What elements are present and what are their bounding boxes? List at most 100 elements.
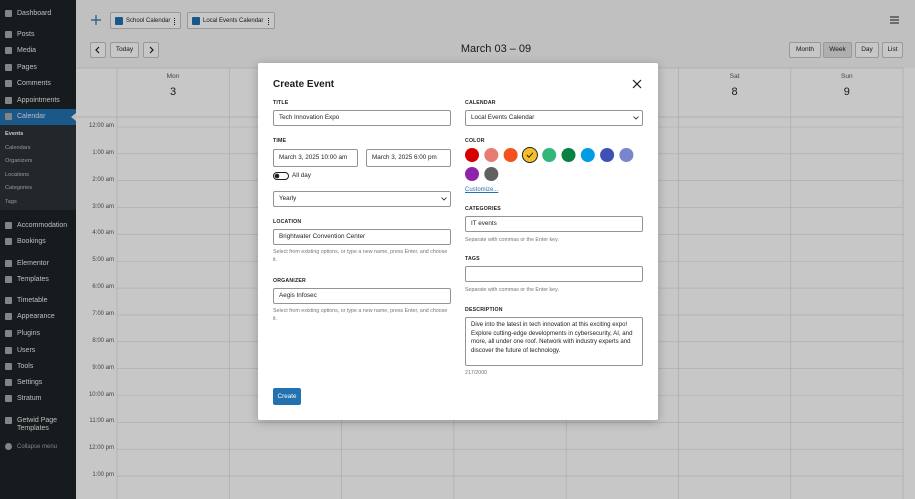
customize-link[interactable]: Customize... — [465, 187, 499, 193]
color-swatch[interactable] — [484, 148, 499, 162]
day-name: Sat — [729, 73, 740, 80]
color-swatch[interactable] — [465, 167, 479, 181]
menu-item[interactable]: Elementor — [17, 260, 49, 267]
menu-icon — [5, 80, 12, 87]
today-button[interactable]: Today — [110, 42, 139, 58]
char-count: 217/2000 — [465, 370, 488, 376]
menu-icon — [5, 395, 12, 402]
menu-icon — [5, 97, 12, 104]
menu-item[interactable]: Stratum — [17, 395, 42, 402]
submenu-item[interactable]: Categories — [5, 185, 33, 191]
submenu-item[interactable]: Events — [5, 131, 24, 137]
help-text: Select from existing options, or type a … — [273, 249, 448, 263]
field-label: DESCRIPTION — [465, 307, 503, 313]
submenu-item[interactable]: Organizers — [5, 158, 33, 164]
menu-item[interactable]: Dashboard — [17, 10, 52, 17]
active-menu-bg — [0, 109, 76, 125]
tags-input[interactable] — [465, 266, 643, 282]
start-input[interactable]: March 3, 2025 10:00 am — [273, 149, 358, 167]
chip-label: School Calendar — [126, 18, 171, 24]
field-label: ORGANIZER — [273, 278, 306, 284]
color-swatch[interactable] — [465, 148, 479, 162]
menu-icon — [5, 313, 12, 320]
time-label: 11:00 am — [89, 418, 114, 425]
view-button[interactable]: Week — [823, 42, 852, 58]
view-button[interactable]: Month — [789, 42, 821, 58]
color-swatches — [465, 147, 634, 181]
color-swatch[interactable] — [484, 167, 499, 181]
all-day-toggle[interactable] — [273, 172, 289, 180]
select-arrow — [441, 197, 447, 201]
submenu-item[interactable]: Tags — [5, 199, 17, 205]
menu-item[interactable]: Timetable — [17, 297, 48, 304]
menu-item[interactable]: Accommodation — [17, 222, 68, 229]
color-swatch[interactable] — [542, 148, 557, 162]
menu-item[interactable]: Appearance — [17, 313, 55, 320]
menu-icon — [5, 379, 12, 386]
help-text: Separate with commas or the Enter key. — [465, 237, 559, 243]
description-textarea[interactable]: Dive into the latest in tech innovation … — [465, 317, 643, 366]
chip-checkbox — [115, 17, 123, 25]
day-date: 8 — [731, 86, 738, 98]
menu-item[interactable]: Pages — [17, 64, 37, 71]
day-date: 3 — [169, 86, 177, 98]
menu-icon — [5, 47, 12, 54]
menu-item[interactable]: Tools — [17, 363, 34, 370]
submenu-item[interactable]: Locations — [5, 172, 29, 178]
menu-item[interactable]: Calendar — [17, 113, 46, 120]
organizer-input[interactable]: Aegis Infosec — [273, 288, 451, 304]
time-label: 6:00 am — [92, 284, 114, 291]
color-swatch[interactable] — [600, 148, 615, 162]
menu-item[interactable]: Media — [17, 47, 37, 54]
menu-item[interactable]: Appointments — [17, 97, 60, 104]
view-button[interactable]: Day — [855, 42, 879, 58]
time-label: 1:00 am — [92, 149, 114, 156]
field-label: CALENDAR — [465, 100, 496, 106]
prev-button[interactable] — [90, 42, 106, 58]
menu-item[interactable]: Plugins — [17, 330, 40, 337]
menu-item[interactable]: Templates — [17, 276, 49, 283]
color-swatch[interactable] — [619, 148, 634, 162]
color-swatch[interactable] — [522, 148, 537, 162]
collapse-icon — [5, 443, 12, 450]
all-day-label: All day — [292, 172, 311, 179]
field-label: TITLE — [273, 100, 289, 106]
chip-checkbox — [192, 17, 200, 25]
color-swatch[interactable] — [561, 148, 576, 162]
next-button[interactable] — [143, 42, 159, 58]
create-button[interactable]: Create — [273, 388, 301, 405]
date-range: March 03 – 09 — [460, 43, 532, 55]
menu-item[interactable]: Comments — [17, 80, 51, 87]
field-label: COLOR — [465, 138, 485, 144]
calendar-chip[interactable]: Local Events Calendar — [187, 12, 275, 29]
submenu-bg — [0, 125, 76, 210]
day-date: 9 — [843, 86, 850, 98]
menu-item[interactable]: Posts — [17, 31, 35, 38]
menu-item[interactable]: Users — [17, 347, 36, 354]
end-input[interactable]: March 3, 2025 6:00 pm — [366, 149, 451, 167]
time-label: 1:00 pm — [92, 472, 114, 479]
calendar-chip[interactable]: School Calendar — [110, 12, 181, 29]
menu-item[interactable]: Getwid Page Templates — [17, 417, 58, 432]
title-input[interactable]: Tech Innovation Expo — [273, 110, 451, 126]
menu-item[interactable]: Bookings — [17, 238, 46, 245]
modal-title: Create Event — [273, 79, 335, 90]
close-icon[interactable] — [632, 79, 642, 89]
color-swatch[interactable] — [503, 148, 518, 162]
categories-input[interactable]: IT events — [465, 216, 643, 232]
location-input[interactable]: Brightwater Convention Center — [273, 229, 451, 245]
time-label: 12:00 pm — [88, 445, 114, 452]
menu-icon — [5, 363, 12, 370]
menu-icon[interactable] — [889, 15, 900, 25]
time-label: 10:00 am — [88, 391, 114, 398]
menu-item[interactable]: Settings — [17, 379, 43, 386]
view-button[interactable]: List — [882, 42, 903, 58]
add-icon[interactable] — [90, 14, 102, 26]
active-arrow — [71, 113, 76, 121]
repeat-select[interactable]: Yearly — [273, 191, 451, 207]
collapse-menu[interactable]: Collapse menu — [17, 444, 58, 450]
color-swatch[interactable] — [580, 148, 595, 162]
calendar-select[interactable]: Local Events Calendar — [465, 110, 643, 126]
submenu-item[interactable]: Calendars — [5, 145, 31, 151]
